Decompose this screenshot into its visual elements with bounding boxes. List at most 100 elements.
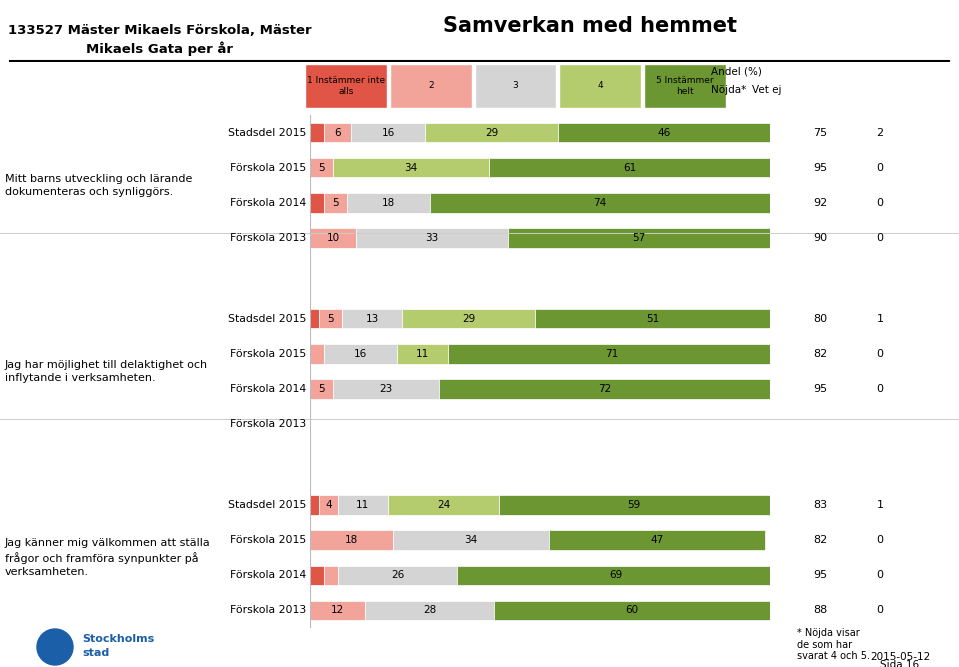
Text: 95: 95: [813, 570, 827, 580]
Bar: [644, 64, 726, 108]
Bar: [333, 158, 489, 177]
Bar: [494, 601, 770, 620]
Text: 0: 0: [877, 198, 883, 208]
Text: stad: stad: [82, 648, 109, 658]
Text: 10: 10: [326, 233, 339, 243]
Bar: [393, 530, 550, 550]
Text: 4: 4: [325, 500, 332, 510]
Bar: [475, 64, 556, 108]
Text: Förskola 2015: Förskola 2015: [230, 349, 306, 359]
Text: 4: 4: [597, 81, 603, 91]
Bar: [388, 496, 499, 515]
Text: 16: 16: [354, 349, 367, 359]
Bar: [324, 193, 347, 213]
Text: Förskola 2013: Förskola 2013: [230, 420, 306, 430]
Text: 29: 29: [462, 313, 476, 323]
Bar: [305, 64, 386, 108]
Text: 3: 3: [513, 81, 519, 91]
Text: 59: 59: [628, 500, 641, 510]
Text: 2015-05-12: 2015-05-12: [870, 652, 930, 662]
Bar: [508, 228, 770, 247]
Text: Förskola 2014: Förskola 2014: [230, 198, 306, 208]
Text: 11: 11: [416, 349, 430, 359]
Text: 71: 71: [605, 349, 618, 359]
Text: 2: 2: [428, 81, 433, 91]
Text: 5: 5: [318, 163, 325, 173]
Text: 88: 88: [813, 606, 827, 616]
Bar: [310, 344, 324, 364]
Bar: [558, 123, 770, 142]
Text: 60: 60: [625, 606, 639, 616]
Text: 18: 18: [382, 198, 395, 208]
Text: 95: 95: [813, 384, 827, 394]
Text: 0: 0: [877, 233, 883, 243]
Text: 90: 90: [813, 233, 827, 243]
Bar: [333, 380, 439, 399]
Bar: [430, 193, 770, 213]
Bar: [310, 530, 393, 550]
Bar: [448, 344, 775, 364]
Text: 80: 80: [813, 313, 827, 323]
Text: 47: 47: [650, 535, 664, 545]
Bar: [439, 380, 770, 399]
Text: Andel (%): Andel (%): [711, 66, 761, 76]
Bar: [499, 496, 770, 515]
Text: 13: 13: [365, 313, 379, 323]
Bar: [310, 123, 324, 142]
Text: 2: 2: [877, 127, 883, 137]
Text: Mitt barns utveckling och lärande
dokumenteras och synliggörs.: Mitt barns utveckling och lärande dokume…: [5, 173, 193, 197]
Bar: [342, 309, 402, 328]
Bar: [310, 566, 324, 585]
Text: 82: 82: [813, 535, 827, 545]
Bar: [310, 193, 324, 213]
Text: Jag känner mig välkommen att ställa
frågor och framföra synpunkter på
verksamhet: Jag känner mig välkommen att ställa fråg…: [5, 538, 211, 577]
Text: 1 Instämmer inte
alls: 1 Instämmer inte alls: [307, 76, 386, 95]
Text: 1: 1: [877, 313, 883, 323]
Bar: [310, 309, 319, 328]
Text: 95: 95: [813, 163, 827, 173]
Text: Förskola 2013: Förskola 2013: [230, 606, 306, 616]
Text: Jag har möjlighet till delaktighet och
inflytande i verksamheten.: Jag har möjlighet till delaktighet och i…: [5, 360, 208, 383]
Bar: [338, 566, 457, 585]
Text: 92: 92: [813, 198, 827, 208]
Text: 83: 83: [813, 500, 827, 510]
Text: 26: 26: [390, 570, 404, 580]
Bar: [390, 64, 472, 108]
Text: 34: 34: [464, 535, 478, 545]
Text: 5: 5: [318, 384, 325, 394]
Text: Förskola 2014: Förskola 2014: [230, 570, 306, 580]
Bar: [425, 123, 558, 142]
Text: 0: 0: [877, 349, 883, 359]
Bar: [397, 344, 448, 364]
Bar: [310, 228, 356, 247]
Text: 0: 0: [877, 570, 883, 580]
Text: 12: 12: [331, 606, 344, 616]
Text: 16: 16: [382, 127, 395, 137]
Bar: [310, 601, 365, 620]
Text: Förskola 2014: Förskola 2014: [230, 384, 306, 394]
Bar: [535, 309, 770, 328]
Text: 69: 69: [609, 570, 622, 580]
Text: 0: 0: [877, 606, 883, 616]
Text: Vet ej: Vet ej: [752, 85, 782, 95]
Text: Förskola 2015: Förskola 2015: [230, 535, 306, 545]
Text: 23: 23: [379, 384, 392, 394]
Text: 24: 24: [436, 500, 450, 510]
Text: * Nöjda visar
de som har
svarat 4 och 5.: * Nöjda visar de som har svarat 4 och 5.: [797, 628, 870, 661]
Text: 57: 57: [632, 233, 645, 243]
Bar: [457, 566, 775, 585]
Text: 0: 0: [877, 163, 883, 173]
Text: Stockholms: Stockholms: [82, 634, 154, 644]
Text: 6: 6: [335, 127, 340, 137]
Bar: [559, 64, 641, 108]
Bar: [489, 158, 770, 177]
Text: Förskola 2013: Förskola 2013: [230, 233, 306, 243]
Text: Förskola 2015: Förskola 2015: [230, 163, 306, 173]
Circle shape: [37, 629, 73, 665]
Text: 51: 51: [646, 313, 660, 323]
Text: 18: 18: [345, 535, 358, 545]
Text: Stadsdel 2015: Stadsdel 2015: [227, 127, 306, 137]
Text: 5 Instämmer
helt: 5 Instämmer helt: [656, 76, 713, 95]
Bar: [319, 496, 338, 515]
Text: 46: 46: [658, 127, 671, 137]
